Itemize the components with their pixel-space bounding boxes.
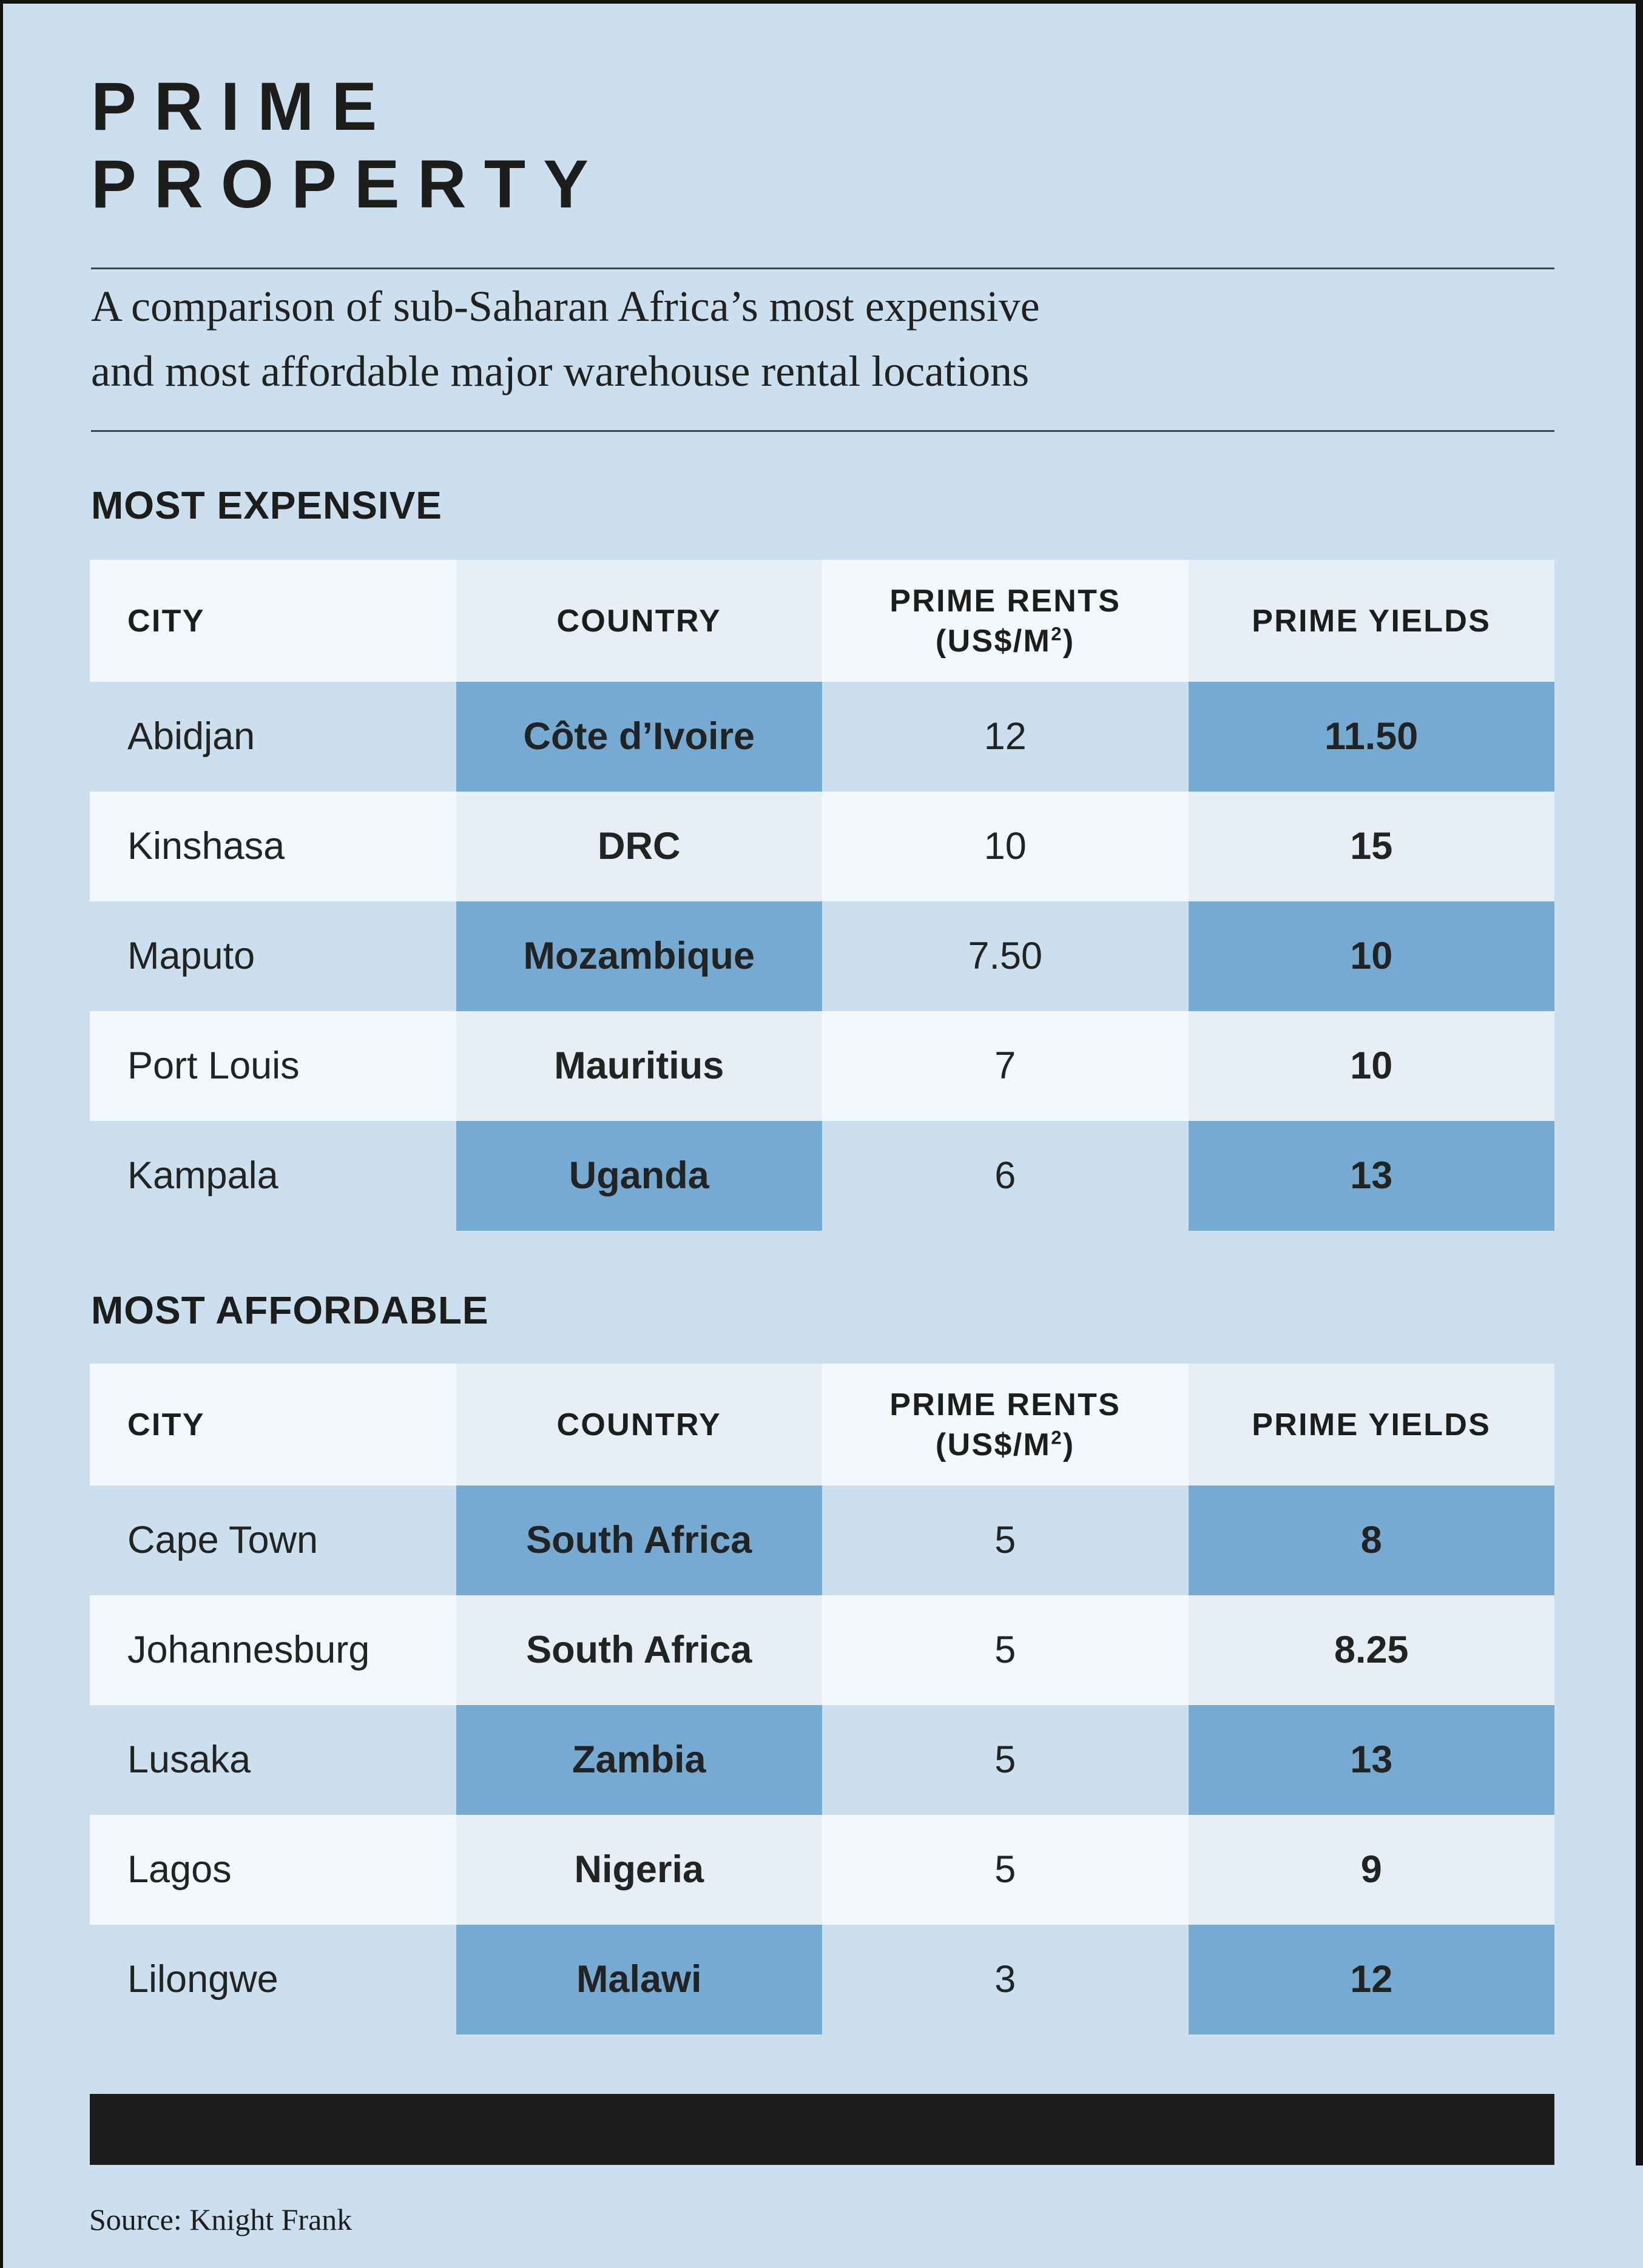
- city-cell: Lusaka: [127, 1738, 251, 1781]
- column-header-prime-rents: PRIME RENTS (US$/M2): [822, 1364, 1189, 1486]
- country-cell: Malawi: [456, 1925, 822, 2034]
- source-note: Source: Knight Frank: [89, 2202, 353, 2236]
- country-cell: Zambia: [456, 1705, 822, 1815]
- yield-cell: 8.25: [1188, 1595, 1554, 1705]
- yield-cell: 11.50: [1188, 682, 1554, 792]
- rent-cell: 7: [822, 1011, 1189, 1121]
- rent-cell: 3: [994, 1958, 1016, 2000]
- yield-cell: 10: [1188, 901, 1554, 1011]
- city-cell: Abidjan: [127, 715, 255, 758]
- redacted-black-bar: [90, 2094, 1554, 2165]
- yield-cell: 8: [1188, 1486, 1554, 1595]
- subtitle-line1: A comparison of sub-Saharan Africa’s mos…: [91, 282, 1040, 331]
- divider-bottom: [91, 430, 1554, 432]
- city-cell: Cape Town: [127, 1519, 319, 1561]
- country-cell: South Africa: [456, 1595, 822, 1705]
- column-header-country: COUNTRY: [456, 1364, 822, 1486]
- column-header-prime-yields: PRIME YIELDS: [1188, 560, 1554, 682]
- city-cell: Johannesburg: [90, 1595, 456, 1705]
- page-border-left: [0, 0, 3, 2268]
- page-title-line1: PRIME: [91, 69, 395, 144]
- section-label-most-affordable: MOST AFFORDABLE: [91, 1288, 489, 1332]
- country-cell: Mozambique: [456, 901, 822, 1011]
- rent-cell: 5: [994, 1519, 1016, 1561]
- column-header-prime-yields: PRIME YIELDS: [1188, 1364, 1554, 1486]
- city-cell: Kinshasa: [90, 792, 456, 901]
- column-header-city: CITY: [90, 1364, 456, 1486]
- table-most-affordable: CITY COUNTRY PRIME RENTS (US$/M2) PRIME …: [90, 1364, 1554, 2034]
- subtitle: A comparison of sub-Saharan Africa’s mos…: [91, 274, 1040, 404]
- yield-cell: 9: [1188, 1815, 1554, 1925]
- city-cell: Lagos: [90, 1815, 456, 1925]
- city-cell: Port Louis: [90, 1011, 456, 1121]
- rent-cell: 5: [822, 1815, 1189, 1925]
- country-cell: Uganda: [456, 1121, 822, 1231]
- city-cell: Maputo: [127, 935, 255, 977]
- page-title-line2: PROPERTY: [91, 146, 607, 222]
- subtitle-line2: and most affordable major warehouse rent…: [91, 347, 1030, 395]
- city-cell: Lilongwe: [127, 1958, 278, 2000]
- section-label-most-expensive: MOST EXPENSIVE: [91, 483, 442, 527]
- divider-top: [91, 268, 1554, 269]
- superscript-2: 2: [1051, 1427, 1063, 1449]
- yield-cell: 10: [1188, 1011, 1554, 1121]
- country-cell: DRC: [456, 792, 822, 901]
- yield-cell: 15: [1188, 792, 1554, 901]
- superscript-2: 2: [1051, 623, 1063, 645]
- rent-cell: 5: [822, 1595, 1189, 1705]
- country-cell: South Africa: [456, 1486, 822, 1595]
- country-cell: Nigeria: [456, 1815, 822, 1925]
- country-cell: Côte d’Ivoire: [456, 682, 822, 792]
- column-header-country: COUNTRY: [456, 560, 822, 682]
- table-most-expensive: CITY COUNTRY PRIME RENTS (US$/M2) PRIME …: [90, 560, 1554, 1231]
- rent-cell: 6: [994, 1154, 1016, 1197]
- yield-cell: 13: [1188, 1121, 1554, 1231]
- city-cell: Kampala: [127, 1154, 278, 1197]
- column-header-city: CITY: [90, 560, 456, 682]
- rent-cell: 7.50: [968, 935, 1043, 977]
- page-border-right: [1636, 0, 1643, 2165]
- rent-cell: 12: [983, 715, 1027, 758]
- country-cell: Mauritius: [456, 1011, 822, 1121]
- page-title: PRIME PROPERTY: [91, 68, 606, 223]
- yield-cell: 12: [1188, 1925, 1554, 2034]
- yield-cell: 13: [1188, 1705, 1554, 1815]
- rent-cell: 5: [994, 1738, 1016, 1781]
- page-border-top: [0, 0, 1643, 4]
- column-header-prime-rents: PRIME RENTS (US$/M2): [822, 560, 1189, 682]
- rent-cell: 10: [822, 792, 1189, 901]
